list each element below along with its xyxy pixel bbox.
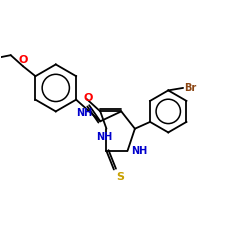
Text: O: O: [18, 55, 28, 65]
Text: NH: NH: [131, 146, 148, 156]
Text: NH: NH: [96, 132, 112, 142]
Text: NH: NH: [76, 108, 92, 118]
Text: S: S: [116, 172, 124, 182]
Text: O: O: [83, 93, 92, 103]
Text: Br: Br: [184, 83, 196, 93]
